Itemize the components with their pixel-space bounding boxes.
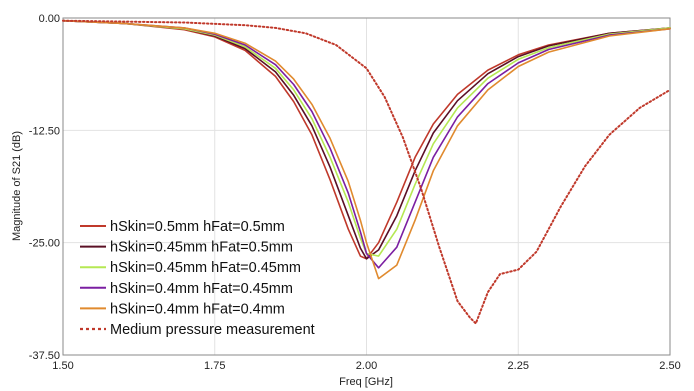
legend-label-3: hSkin=0.45mm hFat=0.45mm [110, 260, 301, 276]
plot-area-frame [62, 17, 671, 356]
series-group [62, 19, 671, 325]
x-tick-label: 2.00 [356, 360, 377, 372]
series-line-2 [62, 19, 671, 260]
y-tick-label: 0.00 [39, 13, 60, 25]
legend-label-2: hSkin=0.45mm hFat=0.5mm [110, 240, 293, 256]
series-line-4 [62, 19, 671, 269]
x-tick-label: 1.50 [52, 360, 73, 372]
x-tick-label: 1.75 [204, 360, 225, 372]
tick-labels: 1.50 1.75 2.00 2.25 2.50 0.00 -12.50 -25.00 -37.… [29, 13, 681, 372]
series-line-5 [62, 19, 671, 280]
x-tick-label: 2.25 [508, 360, 529, 372]
legend-label-6: Medium pressure measurement [110, 322, 315, 338]
series-line-1 [62, 19, 671, 260]
series-line-6 [62, 19, 671, 325]
legend: hSkin=0.5mm hFat=0.5mm hSkin=0.45mm hFat=… [80, 219, 315, 338]
x-axis-title: Freq [GHz] [339, 376, 393, 388]
x-tick-label: 2.50 [659, 360, 680, 372]
y-tick-label: -37.50 [29, 350, 60, 362]
legend-label-5: hSkin=0.4mm hFat=0.4mm [110, 301, 285, 317]
legend-label-4: hSkin=0.4mm hFat=0.45mm [110, 281, 293, 297]
y-axis-title: Magnitude of S21 (dB) [11, 131, 23, 241]
grid [63, 18, 670, 355]
y-tick-label: -25.00 [29, 238, 60, 250]
legend-label-1: hSkin=0.5mm hFat=0.5mm [110, 219, 285, 235]
y-tick-label: -12.50 [29, 125, 60, 137]
series-line-3 [62, 19, 671, 257]
